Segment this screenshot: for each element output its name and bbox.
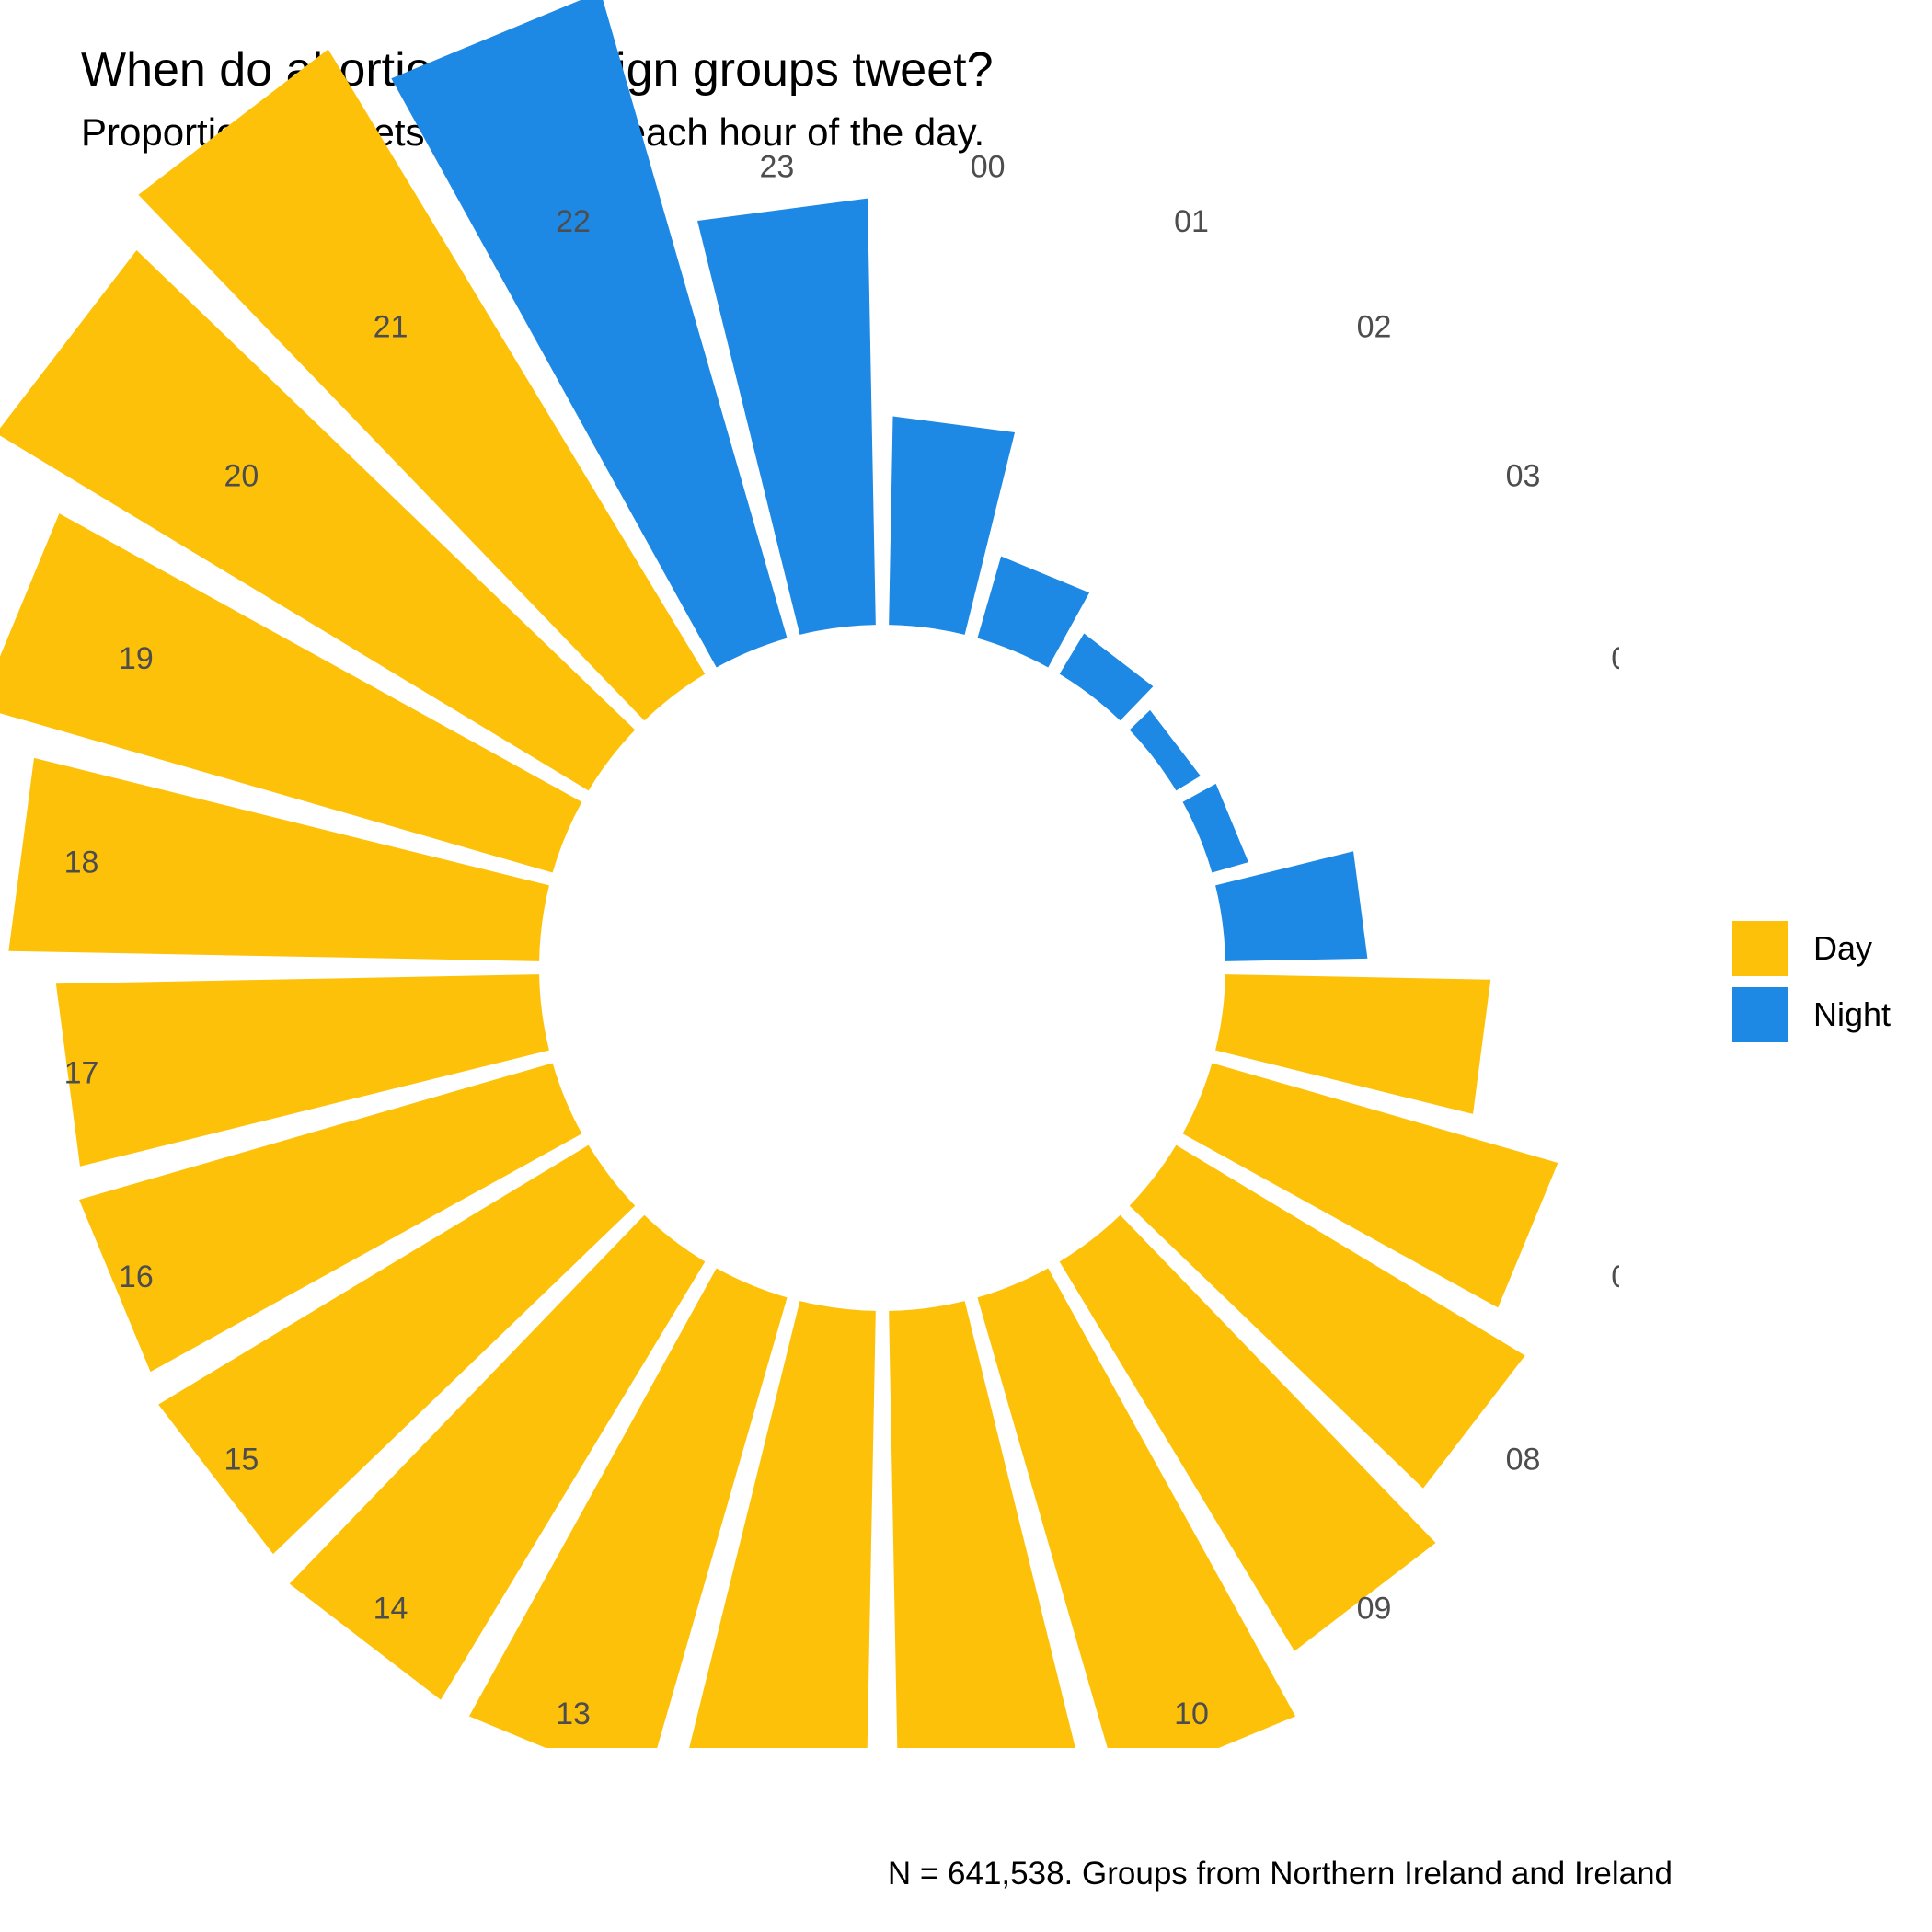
bar-hour-05: [1215, 851, 1368, 961]
hour-label-22: 22: [556, 204, 591, 239]
hour-label-20: 20: [224, 459, 259, 494]
bar-hour-01: [977, 556, 1090, 668]
bar-hour-16: [79, 1063, 582, 1373]
bar-hour-11: [889, 1301, 1075, 1748]
bar-hour-15: [158, 1144, 636, 1555]
legend-item-day: Day: [1730, 915, 1891, 982]
bar-hour-00: [889, 416, 1016, 635]
bar-hour-08: [1129, 1144, 1525, 1489]
bar-hour-19: [0, 513, 582, 873]
bar-hour-14: [289, 1214, 706, 1700]
hour-label-19: 19: [119, 641, 154, 676]
hour-label-16: 16: [119, 1259, 154, 1294]
bar-hour-23: [697, 198, 876, 635]
hour-label-21: 21: [374, 309, 408, 344]
legend-label-night: Night: [1813, 995, 1892, 1033]
bar-hour-10: [977, 1268, 1296, 1748]
legend-key-night: [1730, 984, 1790, 1045]
legend-label-day: Day: [1813, 929, 1873, 967]
hour-label-00: 00: [971, 150, 1006, 185]
chart-caption: N = 641,538. Groups from Northern Irelan…: [887, 1856, 1673, 1892]
hour-label-02: 02: [1357, 309, 1392, 344]
hour-label-08: 08: [1506, 1442, 1541, 1477]
hour-label-04: 04: [1611, 641, 1619, 676]
legend-key-day: [1730, 918, 1790, 979]
bar-hour-12: [689, 1301, 876, 1748]
hour-label-17: 17: [64, 1056, 99, 1091]
hour-label-07: 07: [1611, 1259, 1619, 1294]
bar-hour-13: [468, 1268, 788, 1748]
polar-bar-chart: 0001020304050607080910111213141516171819…: [0, 0, 1619, 1748]
bar-hour-21: [138, 49, 706, 721]
hour-label-09: 09: [1357, 1592, 1392, 1627]
bar-hour-07: [1182, 1063, 1558, 1308]
bar-hour-03: [1129, 709, 1201, 791]
hour-labels-group: 0001020304050607080910111213141516171819…: [64, 150, 1619, 1732]
bar-hour-18: [8, 757, 549, 961]
hour-label-03: 03: [1506, 459, 1541, 494]
bars-group: [0, 0, 1558, 1748]
hour-label-01: 01: [1174, 204, 1209, 239]
bar-hour-04: [1182, 783, 1248, 873]
bar-hour-22: [391, 0, 788, 668]
bar-hour-09: [1059, 1214, 1436, 1651]
bar-hour-17: [55, 974, 549, 1167]
hour-label-14: 14: [374, 1592, 408, 1627]
hour-label-13: 13: [556, 1696, 591, 1731]
bar-hour-06: [1215, 974, 1491, 1114]
hour-label-23: 23: [759, 150, 794, 185]
hour-label-18: 18: [64, 845, 99, 880]
bar-hour-02: [1059, 633, 1154, 721]
legend-item-night: Night: [1730, 982, 1891, 1048]
hour-label-10: 10: [1174, 1696, 1209, 1731]
bar-hour-20: [0, 249, 636, 791]
hour-label-15: 15: [224, 1442, 259, 1477]
legend: Day Night: [1730, 915, 1891, 1048]
